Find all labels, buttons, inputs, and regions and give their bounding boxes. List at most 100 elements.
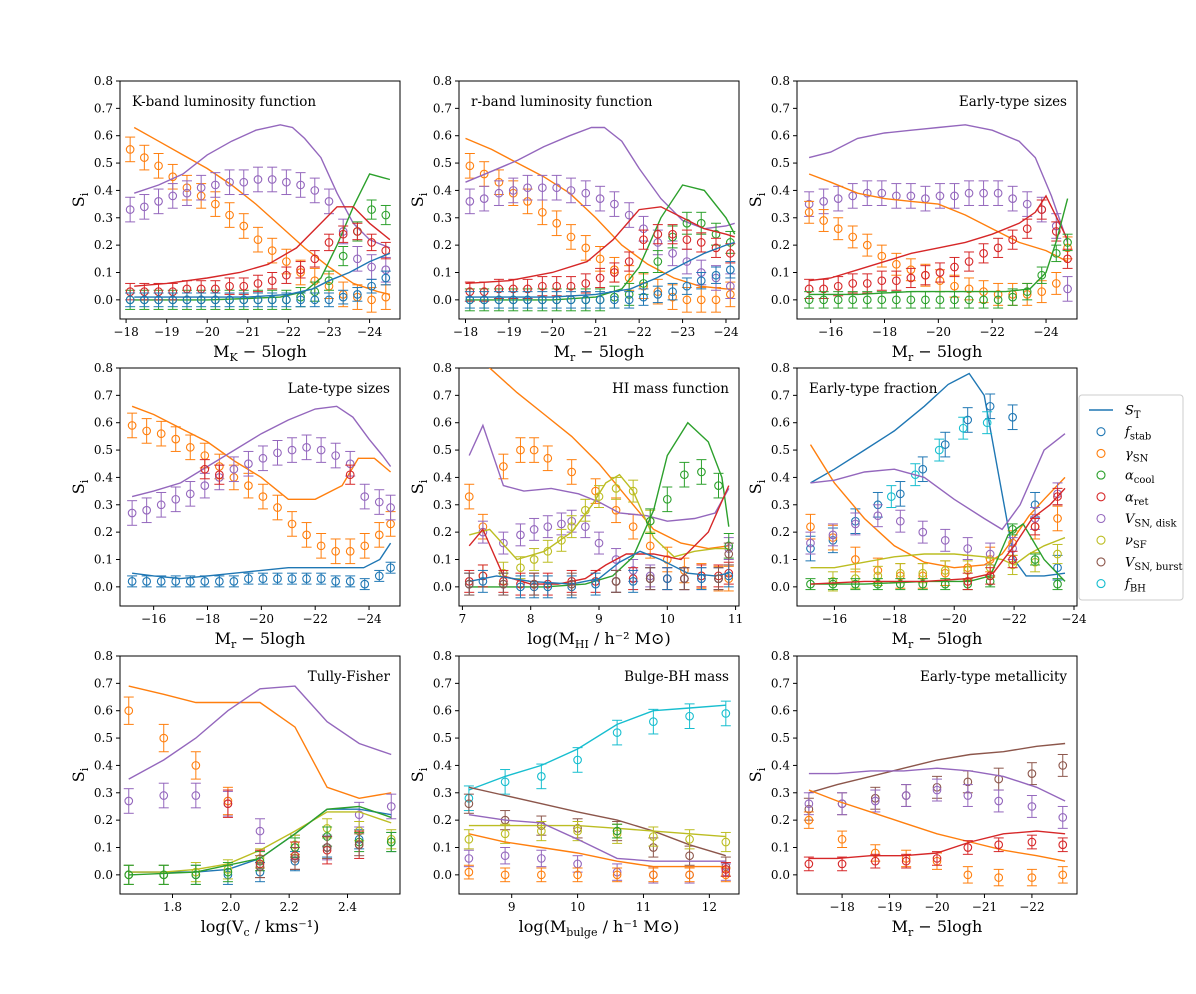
y-tick-label: 0.6 (94, 129, 113, 143)
y-tick-label: 0.4 (433, 758, 452, 772)
data-point-V_SN_disk (267, 166, 278, 193)
data-point-alpha_cool (1036, 266, 1047, 284)
data-point-f_stab (696, 567, 707, 591)
y-tick-label: 0.6 (433, 704, 452, 718)
data-point-f_stab (542, 575, 553, 599)
y-tick-label: 0.1 (771, 265, 790, 279)
y-tick-label: 0.1 (94, 265, 113, 279)
y-tick-label: 0.8 (771, 74, 790, 88)
data-point-gamma_SN (243, 472, 254, 499)
series-line-gamma_SN (128, 685, 392, 800)
data-point-alpha_ret (238, 277, 249, 295)
x-tick-label: 9 (595, 612, 603, 626)
data-point-gamma_SN (962, 866, 973, 884)
data-point-V_SN_burst (713, 567, 724, 591)
data-point-V_SN_burst (679, 567, 690, 591)
y-tick-label: 0.7 (433, 676, 452, 690)
data-point-V_SN_disk (595, 185, 606, 212)
data-point-V_SN_disk (609, 191, 620, 217)
data-point-V_SN_disk (624, 202, 635, 228)
chart-panel: 0.0 0.1 0.2 0.3 0.4 0.5 0.6 0.7 0.8 −16 −18 −20 −22 −… (746, 361, 1087, 651)
data-point-alpha_ret (1007, 229, 1018, 250)
data-point-V_SN_disk (185, 481, 196, 507)
y-tick-label: 0.3 (94, 498, 113, 512)
data-point-f_stab (566, 291, 576, 309)
data-point-V_SN_disk (498, 531, 509, 555)
data-point-alpha_ret (993, 237, 1004, 258)
data-point-f_stab (380, 270, 391, 286)
data-point-V_SN_burst (290, 846, 300, 870)
data-point-V_SN_disk (827, 523, 838, 547)
y-tick-label: 0.5 (771, 731, 790, 745)
y-tick-label: 0.4 (433, 470, 452, 484)
data-point-alpha_ret (837, 856, 848, 872)
y-tick-label: 0.6 (94, 416, 113, 430)
data-point-alpha_ret (652, 224, 663, 245)
data-point-f_BH (684, 703, 695, 729)
plot-area (804, 124, 1073, 309)
y-tick-label: 0.0 (433, 293, 452, 307)
data-point-nu_SF (536, 821, 547, 842)
data-point-gamma_SN (374, 522, 385, 548)
y-tick-label: 0.1 (94, 552, 113, 566)
legend-label: fBH (1124, 577, 1146, 595)
data-point-V_SN_disk (870, 789, 881, 813)
data-point-f_BH (886, 485, 897, 509)
data-point-alpha_ret (803, 856, 814, 872)
data-point-gamma_SN (316, 533, 327, 559)
legend-item-f_BH: fBH (1096, 577, 1146, 595)
data-point-alpha_cool (993, 291, 1004, 309)
data-point-f_stab (125, 292, 136, 308)
y-tick-label: 0.1 (433, 552, 452, 566)
data-point-V_SN_disk (1007, 185, 1018, 212)
data-point-gamma_SN (566, 459, 577, 485)
y-tick-label: 0.8 (94, 361, 113, 375)
data-point-f_BH (934, 438, 945, 462)
x-tick-label: −20 (249, 612, 274, 626)
y-tick-label: 0.4 (771, 470, 790, 484)
y-tick-label: 0.6 (433, 416, 452, 430)
data-point-V_SN_disk (301, 434, 312, 461)
y-tick-label: 0.0 (94, 868, 113, 882)
data-point-V_SN_burst (255, 855, 265, 879)
series-line-f_BH (468, 704, 726, 791)
x-tick-label: −16 (822, 612, 847, 626)
data-point-gamma_SN (267, 237, 278, 264)
data-point-f_stab (139, 292, 150, 308)
data-point-V_SN_burst (1057, 753, 1068, 777)
data-point-gamma_SN (170, 426, 181, 452)
data-point-gamma_SN (572, 867, 583, 883)
x-tick-label: −23 (316, 325, 341, 339)
x-axis-label: Mr​ − 5logh (892, 629, 983, 651)
data-point-f_stab (385, 561, 396, 574)
data-point-gamma_SN (876, 244, 887, 268)
legend-label: αcool (1125, 469, 1155, 487)
data-point-V_SN_disk (901, 784, 912, 807)
data-point-nu_SF (566, 515, 577, 539)
data-point-V_SN_disk (1026, 795, 1037, 818)
data-point-gamma_SN (818, 209, 829, 232)
y-tick-label: 0.2 (433, 238, 452, 252)
data-point-V_SN_disk (464, 188, 475, 215)
data-point-V_SN_disk (833, 185, 844, 212)
data-point-f_stab (309, 292, 320, 308)
y-tick-label: 0.5 (433, 156, 452, 170)
data-point-alpha_ret (891, 270, 902, 291)
data-point-f_stab (493, 291, 504, 309)
data-point-alpha_ret (580, 273, 591, 294)
x-tick-label: −18 (829, 900, 854, 914)
data-point-f_stab (374, 569, 385, 582)
y-tick-label: 0.3 (433, 786, 452, 800)
data-point-V_SN_disk (940, 528, 951, 552)
data-point-nu_SF (580, 498, 591, 522)
data-point-alpha_ret (638, 229, 649, 250)
data-point-alpha_ret (720, 862, 731, 877)
data-point-f_stab (940, 431, 951, 458)
data-point-f_stab (170, 575, 181, 588)
data-point-alpha_ret (338, 225, 349, 243)
data-point-V_SN_disk (125, 196, 136, 223)
legend-label: αret (1125, 490, 1149, 508)
data-point-V_SN_disk (374, 489, 385, 515)
x-axis-label: log(Mbulge​ / h⁻¹ M⊙) (519, 917, 680, 939)
data-point-alpha_cool (1030, 553, 1041, 566)
